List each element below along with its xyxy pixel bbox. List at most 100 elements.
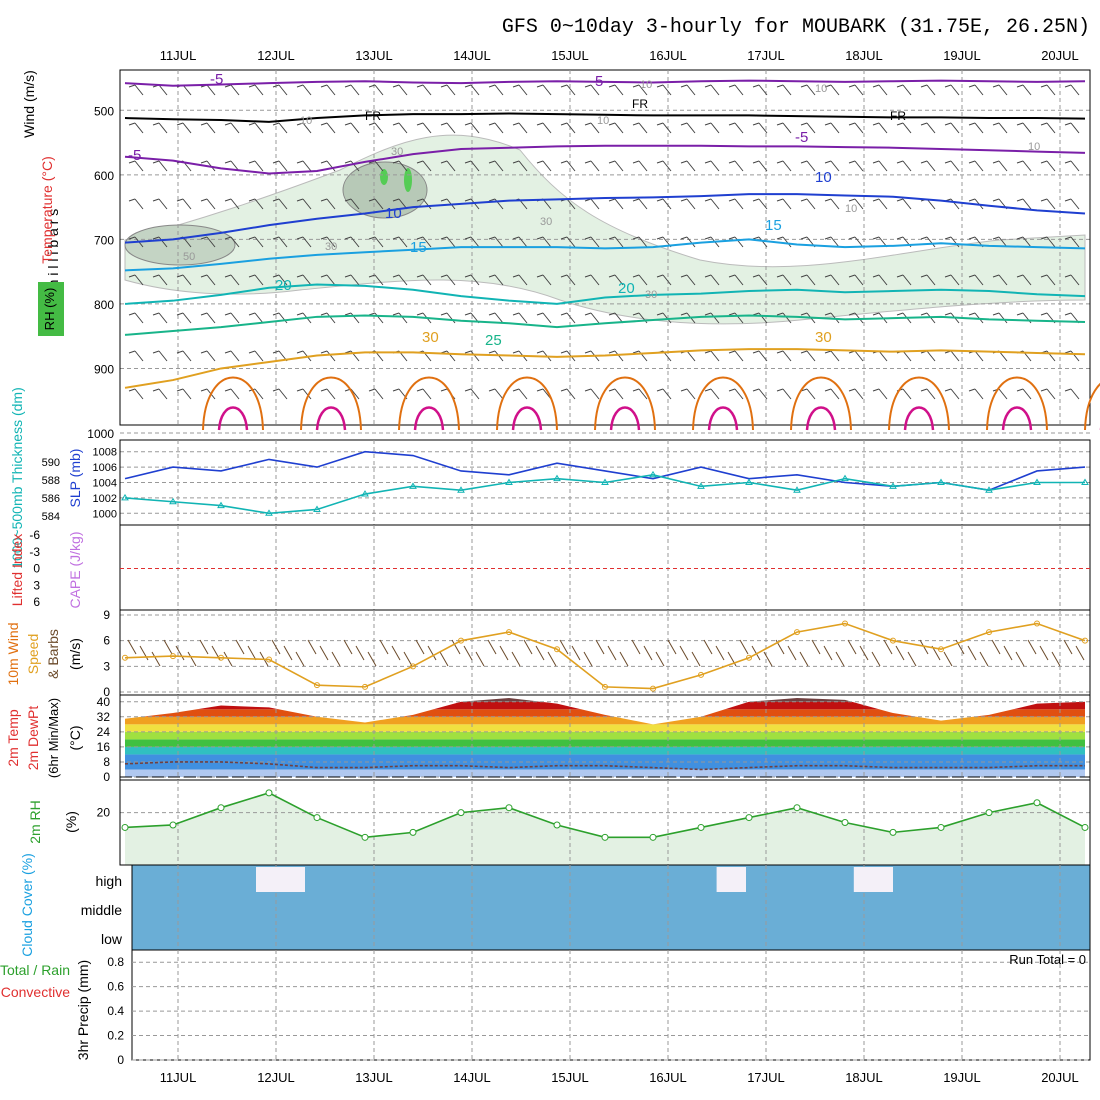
wind-barb: [968, 122, 984, 134]
wind-barb: [1040, 160, 1056, 172]
wind-barb: [955, 639, 965, 655]
wind-barb: [224, 388, 240, 400]
wind-barb: [560, 312, 576, 324]
cloud-level-label: middle: [81, 902, 122, 918]
temp-axis-title: 2m DewPt: [25, 706, 41, 771]
wind-barb: [848, 312, 864, 324]
isotherm-35-loop: [398, 376, 460, 431]
thickness-point: [313, 505, 321, 512]
wind-barb: [991, 639, 1001, 655]
wind-barb: [632, 236, 648, 248]
wind-barb: [488, 236, 504, 248]
wind-barb: [608, 198, 624, 210]
wind-barb: [848, 84, 864, 96]
wind-barb: [224, 236, 240, 248]
wind-barb: [776, 160, 792, 172]
wind-barb: [824, 198, 840, 210]
wind-barb: [296, 84, 312, 96]
precip-legend-total: Total / Rain: [0, 962, 70, 978]
wind-barb: [992, 84, 1008, 96]
thickness-point: [505, 478, 513, 485]
wind-barb: [632, 388, 648, 400]
isotherm-line--5: [124, 79, 1086, 87]
wind-barb: [824, 274, 840, 286]
rh-point: [1081, 823, 1089, 831]
wind-barb: [656, 84, 672, 96]
wind-barb: [512, 312, 528, 324]
wind-barb: [176, 274, 192, 286]
wind-barb: [560, 388, 576, 400]
bottom-date-label: 17JUL: [747, 1070, 785, 1085]
wind-barb: [680, 274, 696, 286]
wind-barb: [1016, 274, 1032, 286]
wind-barb: [872, 84, 888, 96]
isotherm-40-loop: [413, 406, 445, 431]
rh-axis-title: RH (%): [42, 288, 57, 331]
rh-point: [649, 833, 657, 841]
wind-barb: [608, 388, 624, 400]
wind-barb: [272, 388, 288, 400]
wind-barb: [632, 160, 648, 172]
rh-point: [745, 814, 753, 822]
rh-point: [937, 823, 945, 831]
wind-barb: [439, 651, 449, 667]
pressure-tick-label: 900: [94, 362, 114, 376]
wind-barb: [536, 160, 552, 172]
thickness-point: [265, 509, 273, 516]
wind-barb: [176, 350, 192, 362]
wind-barb: [619, 651, 629, 667]
top-date-label: 20JUL: [1041, 48, 1079, 63]
wind-barb: [464, 198, 480, 210]
wind-barb: [704, 84, 720, 96]
top-date-label: 13JUL: [355, 48, 393, 63]
rh-point: [1033, 799, 1041, 807]
wind-barb: [248, 312, 264, 324]
wind-axis-title: Speed: [25, 634, 41, 674]
wind-barb: [128, 274, 144, 286]
wind-barb: [944, 84, 960, 96]
wind-tick-label: 0: [103, 685, 110, 699]
wind-barb: [391, 645, 401, 661]
wind-barb: [1040, 198, 1056, 210]
wind-speed-point: [698, 671, 704, 678]
wind-barb: [331, 651, 341, 667]
thickness-point: [697, 482, 705, 489]
wind-barb: [1016, 84, 1032, 96]
thickness-point: [649, 470, 657, 478]
wind-barb: [224, 84, 240, 96]
wind-barb: [559, 639, 569, 655]
wind-barb: [595, 639, 605, 655]
wind-barb: [752, 388, 768, 400]
isotherm-35-loop: [692, 376, 754, 431]
wind-barb: [1064, 350, 1080, 362]
wind-barb: [967, 645, 977, 661]
wind-barb: [440, 274, 456, 286]
wind-barb: [344, 236, 360, 248]
wind-barb: [667, 639, 677, 655]
isotherm-label: 30: [391, 146, 403, 158]
wind-barb: [560, 160, 576, 172]
thickness-point: [553, 474, 561, 482]
wind-barb: [907, 651, 917, 667]
wind-barb: [872, 160, 888, 172]
rh-point: [601, 833, 609, 841]
bottom-date-label: 14JUL: [453, 1070, 491, 1085]
wind-barb: [1016, 388, 1032, 400]
wind-barb: [128, 160, 144, 172]
wind-barb: [392, 236, 408, 248]
rh-point: [553, 821, 561, 829]
wind-barb: [655, 651, 665, 667]
wind-barb: [175, 645, 185, 661]
wind-barb: [176, 198, 192, 210]
wind-barb: [416, 388, 432, 400]
temp-axis-title: Temperature (°C): [39, 156, 55, 264]
isotherm-line-20: [124, 283, 1086, 305]
wind-barb: [776, 388, 792, 400]
wind-barb: [608, 274, 624, 286]
wind-speed-point: [890, 637, 896, 644]
wind-barb: [128, 84, 144, 96]
wind-barb: [296, 198, 312, 210]
slp-axis-title: SLP (mb): [67, 449, 83, 508]
wind-barb: [512, 388, 528, 400]
